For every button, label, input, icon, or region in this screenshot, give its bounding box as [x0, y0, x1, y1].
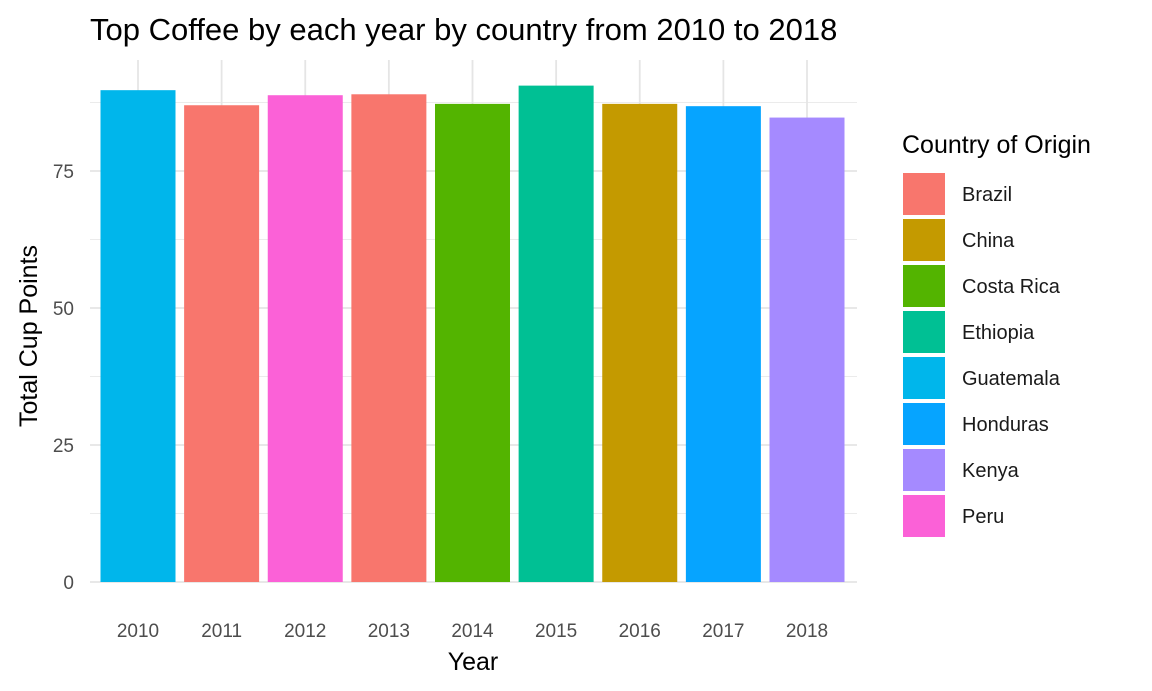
legend-label: Peru — [962, 506, 1004, 528]
legend-label: China — [962, 230, 1015, 252]
y-tick-label: 25 — [53, 436, 74, 457]
legend-key — [903, 219, 945, 261]
legend-key — [903, 357, 945, 399]
legend: Country of Origin Brazil China Costa Rica E… — [902, 131, 1091, 537]
x-axis-title: Year — [448, 648, 499, 676]
x-tick-label: 2017 — [702, 621, 744, 642]
legend-key — [903, 403, 945, 445]
x-tick-label: 2010 — [117, 621, 159, 642]
x-tick-label: 2011 — [201, 621, 242, 642]
legend-key — [903, 173, 945, 215]
legend-key — [903, 449, 945, 491]
x-axis-ticks: 2010 2011 2012 2013 2014 2015 2016 2017 2018 — [117, 621, 828, 642]
x-tick-label: 2013 — [368, 621, 410, 642]
x-tick-label: 2016 — [619, 621, 661, 642]
bar-2016 — [602, 103, 678, 583]
legend-title: Country of Origin — [902, 131, 1091, 159]
bar-2010 — [100, 90, 176, 583]
y-axis-title: Total Cup Points — [15, 245, 43, 427]
legend-label: Brazil — [962, 184, 1012, 206]
chart-title: Top Coffee by each year by country from … — [90, 12, 837, 47]
y-axis-ticks: 0 25 50 75 — [53, 162, 74, 594]
bar-2011 — [184, 105, 260, 583]
legend-label: Costa Rica — [962, 276, 1061, 298]
legend-label: Guatemala — [962, 368, 1061, 390]
bar-2014 — [435, 103, 510, 583]
legend-label: Ethiopia — [962, 322, 1035, 344]
legend-label: Kenya — [962, 460, 1020, 482]
x-tick-label: 2012 — [284, 621, 326, 642]
legend-label: Honduras — [962, 414, 1049, 436]
y-tick-label: 50 — [53, 299, 74, 320]
bar-2015 — [518, 85, 594, 583]
x-tick-label: 2014 — [451, 621, 494, 642]
x-tick-label: 2015 — [535, 621, 577, 642]
legend-items: Brazil China Costa Rica Ethiopia Guatemala Ho… — [903, 173, 1061, 537]
legend-key — [903, 495, 945, 537]
bars — [100, 85, 845, 583]
bar-2017 — [685, 106, 761, 582]
y-tick-label: 0 — [63, 573, 74, 594]
bar-2013 — [351, 94, 427, 582]
legend-key — [903, 265, 945, 307]
bar-2012 — [267, 95, 343, 582]
x-tick-label: 2018 — [786, 621, 828, 642]
bar-2018 — [769, 117, 845, 582]
y-tick-label: 75 — [53, 162, 74, 183]
legend-key — [903, 311, 945, 353]
